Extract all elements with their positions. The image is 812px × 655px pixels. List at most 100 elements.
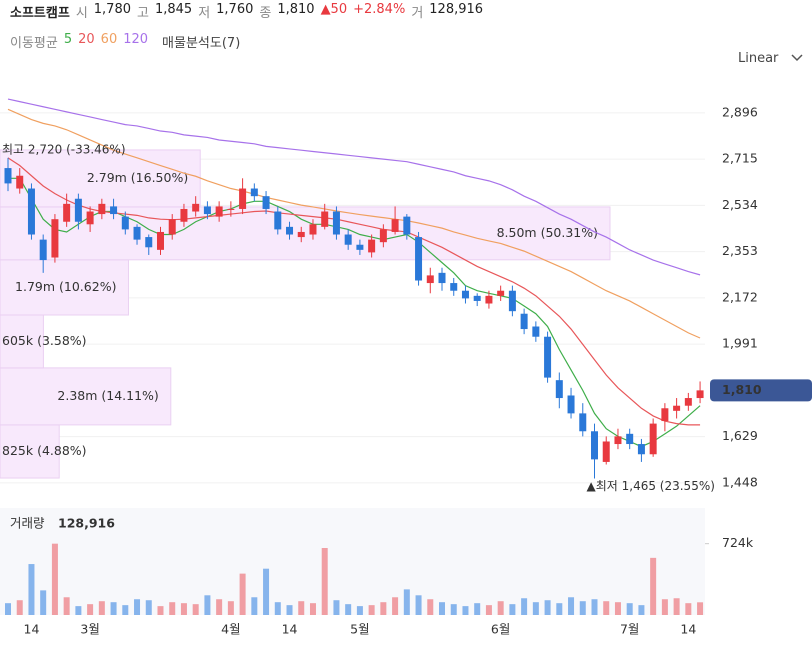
volume-bar (544, 600, 551, 615)
legend: 이동평균 5 20 60 120 매물분석도(7) (10, 32, 240, 51)
volume-bar (697, 602, 704, 615)
volume-bar (16, 600, 23, 615)
x-tick-label: 3월 (80, 622, 99, 637)
legend-entry: 20 (78, 32, 95, 47)
profile-name: 매물분석도(7) (162, 36, 241, 51)
volume-bar (579, 601, 586, 615)
candle-body (368, 239, 376, 253)
volume-bar (309, 603, 316, 615)
candle-body (227, 208, 235, 210)
candle-body (344, 234, 352, 245)
volume-bar (403, 589, 410, 615)
change: ▲50 (320, 2, 348, 17)
volume-bar (509, 604, 516, 615)
profile-label: 2.79m (16.50%) (87, 170, 188, 185)
legend-entry: 60 (100, 32, 118, 47)
scale-label: Linear (738, 51, 779, 66)
volume-bar (40, 590, 47, 615)
item-value: 1,845 (154, 2, 193, 17)
moving-average (7, 157, 701, 426)
volume-value: 128,916 (429, 2, 484, 17)
item-value: 1,780 (93, 2, 131, 17)
volume-bar (274, 602, 281, 615)
candle-body (544, 336, 552, 378)
volume-bar (192, 604, 199, 615)
item-value: 1,810 (277, 2, 315, 17)
x-tick-label: 6월 (491, 622, 510, 637)
volume-bar (180, 603, 187, 615)
volume-bar (415, 595, 422, 615)
profile-bar (0, 259, 129, 316)
candle-body (356, 244, 364, 250)
candle-body (567, 395, 575, 414)
volume-bar (603, 601, 610, 615)
x-tick-label: 7월 (620, 622, 639, 637)
volume-bar (638, 605, 645, 615)
candle-body (696, 390, 704, 399)
moving-average (7, 108, 701, 339)
scale-selector[interactable]: Linear (738, 51, 803, 66)
candle-body (602, 441, 610, 462)
profile-label: 1.79m (10.62%) (15, 279, 116, 294)
volume-bar (87, 604, 94, 615)
legend-entry: 5 (63, 32, 73, 47)
stock-name: 소프트캠프 (10, 6, 70, 21)
volume-bar (98, 601, 105, 615)
volume-bar (51, 543, 58, 615)
candle-body (637, 444, 645, 455)
volume-bar (28, 564, 35, 615)
y-tick-label: 2,534 (722, 197, 758, 212)
volume-bar (286, 605, 293, 615)
candle-body (27, 188, 35, 235)
candle-body (250, 188, 258, 197)
candle-body (379, 229, 387, 243)
y-tick-label: 724k (722, 535, 754, 550)
candle-body (332, 211, 340, 235)
volume-bar (497, 601, 504, 615)
candle-body (321, 211, 329, 227)
x-tick-label: 14 (282, 622, 298, 637)
volume-bar (439, 602, 446, 615)
candle-body (309, 224, 317, 235)
candle-body (684, 398, 692, 406)
candle-body (262, 196, 270, 209)
profile-bar (0, 424, 60, 479)
volume-bar (474, 603, 481, 615)
candle-body (110, 206, 118, 215)
x-tick-label: 5월 (350, 622, 369, 637)
candle-body (579, 413, 587, 432)
y-tick-label: 2,172 (722, 289, 758, 304)
volume-bar (556, 603, 563, 615)
volume-bar (626, 603, 633, 615)
volume-bar (661, 599, 668, 615)
candle-body (168, 219, 176, 235)
candle-body (156, 231, 164, 250)
volume-bar (356, 606, 363, 615)
item-key: 종 (259, 6, 272, 21)
header-items: 시 1,780 고 1,845 저 1,760 종 1,810 (76, 2, 315, 21)
candle-body (403, 216, 411, 235)
x-tick-label: 14 (680, 622, 696, 637)
volume-bar (134, 599, 141, 615)
candle-body (39, 239, 47, 261)
candle-body (661, 408, 669, 422)
item-key: 고 (137, 6, 149, 21)
volume-bar (263, 568, 270, 615)
candle-body (673, 405, 681, 411)
candle-body (121, 216, 129, 230)
candle-body (450, 283, 458, 291)
volume-bar (75, 606, 82, 615)
price-tag-label: 1,810 (722, 382, 762, 397)
candle-body (133, 226, 141, 240)
legend-title: 이동평균 (10, 36, 58, 51)
item-key: 저 (198, 6, 211, 21)
candle-body (485, 295, 493, 304)
candle-body (4, 168, 12, 184)
volume-bar (251, 597, 258, 615)
price-tag (710, 379, 812, 402)
candle-body (591, 431, 598, 460)
candle-body (192, 203, 200, 212)
y-tick-label: 2,353 (722, 243, 758, 258)
y-tick-label: 1,991 (722, 336, 758, 351)
